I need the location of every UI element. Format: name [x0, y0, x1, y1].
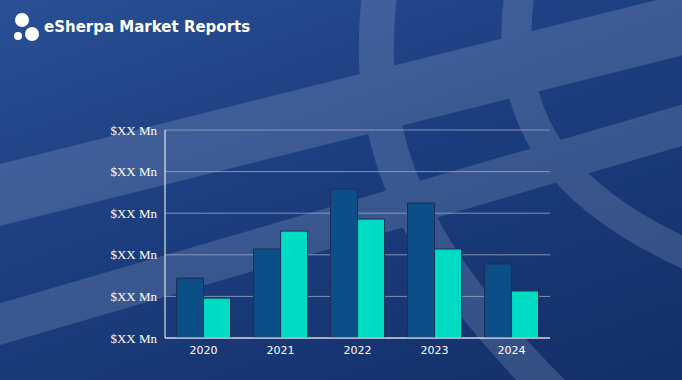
svg-text:2022: 2022 [344, 344, 372, 357]
html-text:eSherpa Market Reports: eSherpa Market Reports [44, 18, 251, 36]
svg-text:2023: 2023 [421, 344, 449, 357]
svg-text:$XX Mn: $XX Mn [110, 247, 157, 262]
svg-text:$XX Mn: $XX Mn [110, 123, 157, 138]
svg-text:$XX Mn: $XX Mn [110, 164, 157, 179]
svg-text:2021: 2021 [267, 344, 295, 357]
svg-text:2020: 2020 [190, 344, 218, 357]
svg-text:$XX Mn: $XX Mn [110, 206, 157, 221]
svg-text:$XX Mn: $XX Mn [110, 331, 157, 346]
svg-text:$XX Mn: $XX Mn [110, 289, 157, 304]
svg-text:2024: 2024 [498, 344, 526, 357]
